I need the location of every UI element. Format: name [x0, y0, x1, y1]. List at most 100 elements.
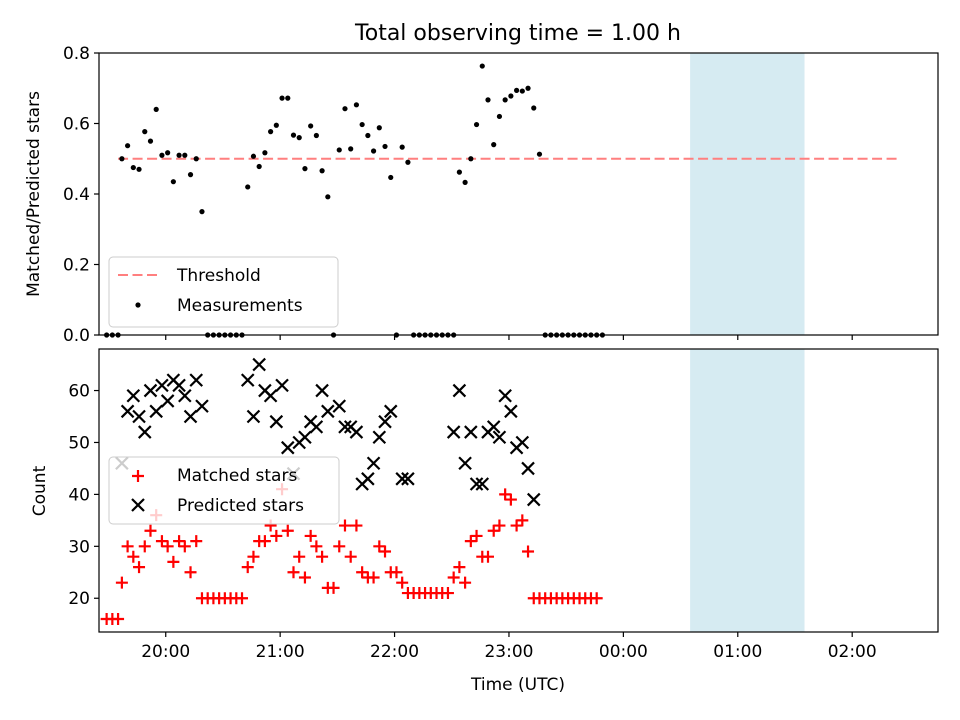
matched-stars-points — [100, 483, 603, 626]
measurement-point — [313, 132, 319, 139]
matched-star-point — [356, 566, 369, 579]
matched-star-point — [481, 550, 494, 563]
matched-star-point — [470, 529, 483, 542]
count-y-tick-label: 60 — [68, 382, 90, 402]
predicted-star-point — [275, 378, 289, 393]
matched-star-point — [287, 566, 300, 579]
measurement-points — [104, 63, 606, 338]
matched-star-point — [338, 519, 351, 532]
legend-matched-swatch — [132, 470, 144, 482]
predicted-star-point — [475, 477, 490, 491]
measurement-point — [376, 125, 382, 131]
predicted-star-point — [309, 420, 324, 434]
predicted-star-point — [378, 414, 392, 429]
x-tick-label: 02:00 — [828, 642, 877, 662]
legend-predicted-label: Predicted stars — [177, 496, 304, 516]
measurement-point — [193, 156, 199, 162]
predicted-star-point — [155, 378, 169, 393]
predicted-star-point — [515, 435, 530, 450]
legend-threshold-label: Threshold — [176, 266, 261, 286]
observing-window-highlight-bottom — [690, 349, 805, 632]
measurement-point — [279, 95, 285, 101]
count-legend: Matched stars Predicted stars — [108, 456, 340, 525]
matched-star-point — [327, 581, 340, 594]
measurement-point — [405, 159, 411, 165]
predicted-star-point — [160, 394, 175, 408]
measurement-point — [508, 93, 514, 99]
predicted-star-point — [149, 404, 163, 419]
measurement-point — [473, 121, 480, 128]
predicted-star-point — [469, 477, 484, 491]
ratio-plot-panel: 0.00.20.40.60.8 Matched/Predicted stars … — [24, 44, 939, 346]
matched-star-point — [344, 550, 357, 563]
measurement-point — [262, 150, 268, 156]
matched-star-point — [236, 592, 249, 605]
predicted-star-point — [143, 383, 158, 398]
measurement-point — [491, 142, 497, 148]
measurement-point — [485, 97, 491, 103]
matched-star-point — [161, 540, 174, 553]
measurement-point — [502, 97, 508, 103]
measurement-point — [325, 194, 331, 200]
measurement-point — [256, 163, 262, 170]
predicted-star-point — [395, 472, 409, 486]
matched-star-point — [396, 576, 409, 589]
matched-star-point — [453, 561, 466, 574]
matched-star-point — [367, 571, 380, 584]
ratio-y-tick-label: 0.8 — [63, 44, 90, 64]
matched-star-point — [167, 555, 180, 568]
predicted-star-point — [452, 383, 467, 398]
matched-star-point — [516, 514, 529, 527]
predicted-star-point — [178, 388, 192, 403]
measurement-point — [536, 151, 543, 157]
measurement-point — [176, 152, 182, 158]
predicted-star-point — [195, 399, 209, 413]
predicted-star-point — [269, 414, 284, 429]
predicted-star-point — [132, 409, 146, 424]
matched-star-point — [270, 529, 283, 542]
legend-matched-label: Matched stars — [177, 466, 297, 486]
predicted-star-point — [521, 461, 535, 476]
ratio-y-tick-label: 0.0 — [63, 326, 90, 346]
predicted-star-point — [172, 378, 186, 393]
measurement-point — [125, 143, 131, 149]
count-y-tick-label: 40 — [68, 485, 90, 505]
count-y-tick-label: 50 — [68, 433, 90, 453]
predicted-star-point — [486, 420, 501, 434]
measurement-point — [462, 179, 468, 185]
matched-star-point — [184, 566, 197, 579]
matched-star-point — [241, 561, 254, 574]
matched-star-point — [441, 587, 454, 600]
measurement-point — [348, 146, 354, 152]
x-tick-label: 00:00 — [599, 642, 648, 662]
predicted-star-point — [361, 472, 375, 486]
measurement-point — [456, 169, 462, 175]
count-plot-frame — [98, 348, 939, 633]
matched-star-point — [390, 566, 403, 579]
ratio-y-tick-label: 0.4 — [63, 185, 90, 205]
predicted-star-point — [120, 404, 135, 419]
measurement-point — [382, 143, 388, 150]
predicted-star-point — [526, 492, 541, 507]
predicted-star-point — [183, 409, 198, 424]
measurement-point — [130, 164, 136, 171]
ratio-x-ticks — [165, 335, 853, 340]
measurement-point — [388, 174, 394, 181]
matched-star-point — [504, 493, 517, 506]
measurement-point — [273, 122, 279, 128]
predicted-star-point — [349, 425, 364, 439]
matched-star-point — [190, 535, 203, 548]
matched-star-point — [155, 535, 168, 548]
observing-window-highlight-top — [690, 53, 805, 335]
predicted-star-point — [246, 409, 261, 424]
count-y-axis-label: Count — [30, 465, 50, 516]
predicted-star-point — [458, 456, 472, 471]
count-y-ticks: 20 30 40 50 60 — [68, 382, 99, 609]
matched-star-point — [115, 576, 128, 589]
measurement-point — [170, 179, 176, 185]
ratio-y-axis-label: Matched/Predicted stars — [24, 91, 44, 297]
predicted-star-point — [366, 456, 381, 471]
measurement-point — [531, 105, 537, 111]
